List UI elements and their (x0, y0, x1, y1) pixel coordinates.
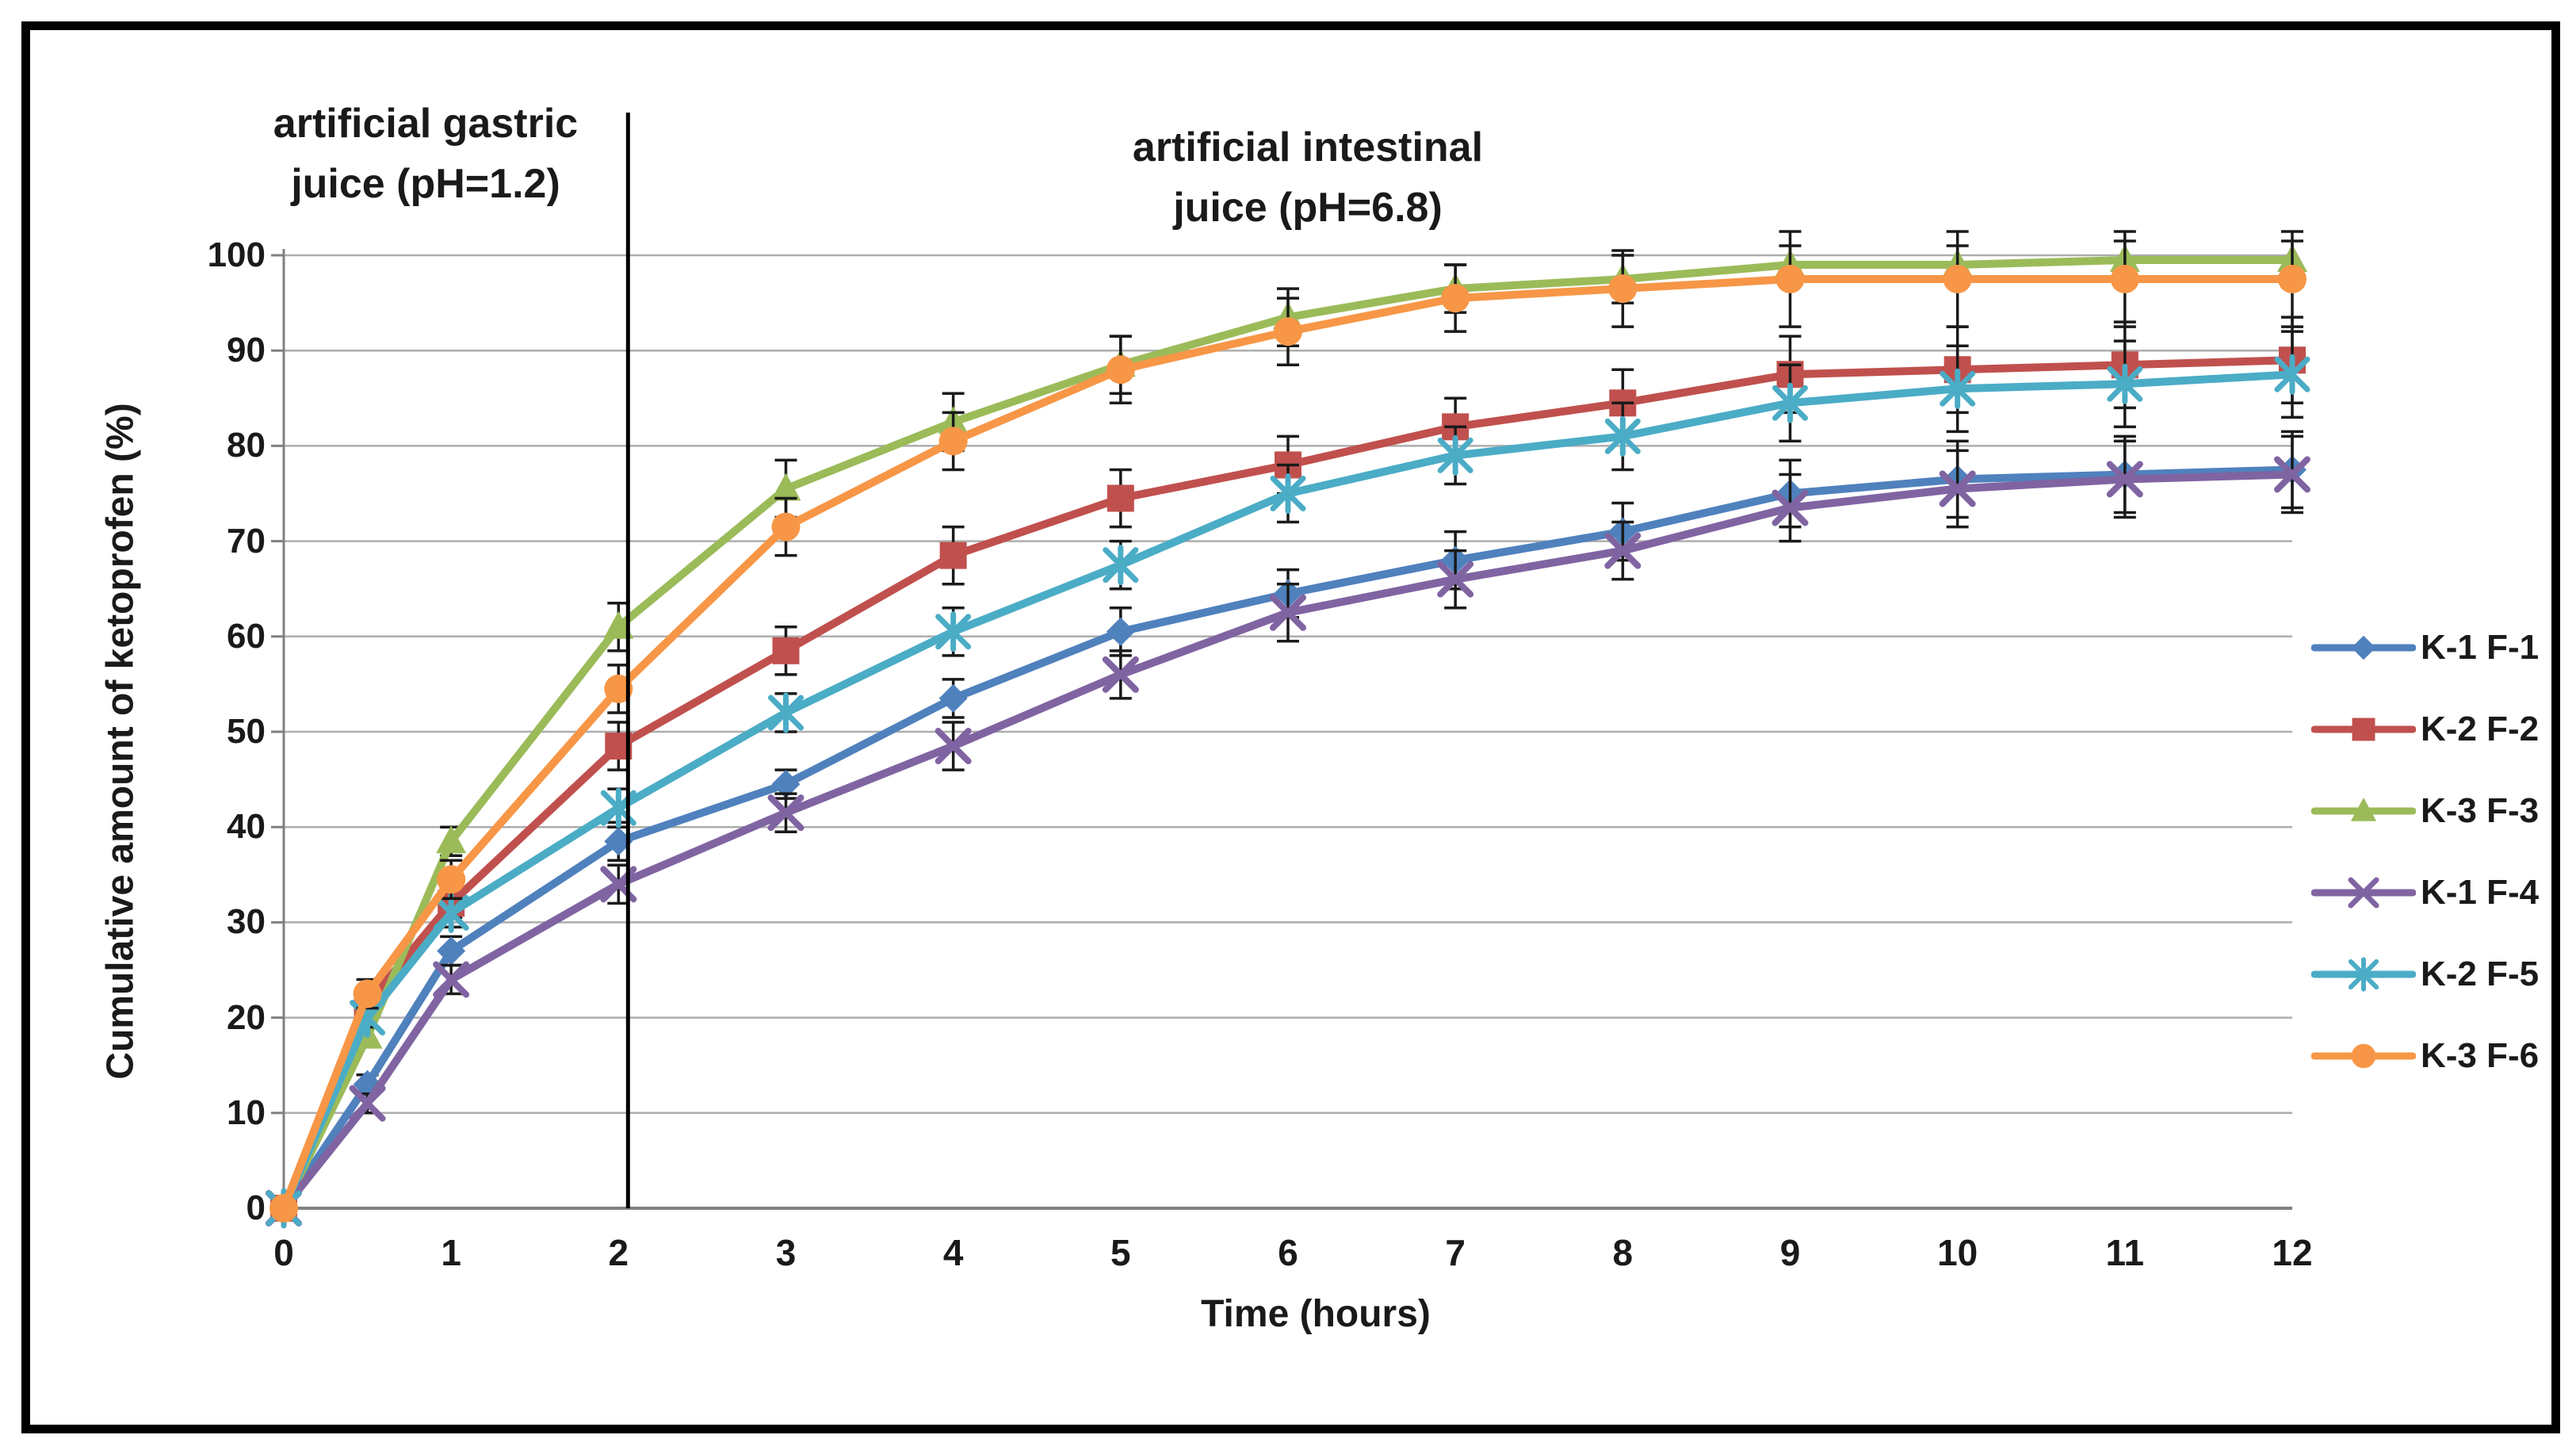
y-tick-label-70: 70 (227, 521, 266, 561)
legend-label: K-1 F-1 (2421, 628, 2540, 667)
y-tick-label-50: 50 (227, 712, 266, 751)
y-tick-label-20: 20 (227, 997, 266, 1037)
series-k-3-f-6 (269, 230, 2307, 1223)
y-tick-label-30: 30 (227, 902, 266, 942)
series-k-2-f-5 (266, 330, 2310, 1229)
legend-marker-x-icon (2311, 877, 2416, 909)
legend-label: K-2 F-5 (2421, 955, 2540, 993)
legend-marker-triangle-icon (2311, 798, 2416, 821)
annotation-gastric-line2: juice (pH=1.2) (291, 161, 560, 207)
series-k-2-f-2 (270, 316, 2306, 1222)
legend-label: K-2 F-2 (2421, 710, 2540, 748)
legend-marker-asterisk-icon (2311, 957, 2416, 992)
x-tick-label-5: 5 (1110, 1232, 1131, 1273)
annotation-intestinal-phase: artificial intestinal juice (pH=6.8) (1062, 117, 1554, 238)
x-tick-label-12: 12 (2272, 1232, 2313, 1273)
annotation-intestinal-line1: artificial intestinal (1132, 124, 1484, 170)
y-tick-label-60: 60 (227, 616, 266, 656)
x-tick-label-10: 10 (1937, 1232, 1978, 1273)
legend-item-k-2-f-5: K-2 F-5 (2311, 949, 2539, 1000)
chart-legend: K-1 F-1 K-2 F-2 K-3 F-3 K-1 F-4 K-2 F-5 K-3 F… (2311, 0, 2573, 1454)
legend-marker-circle-icon (2311, 1043, 2416, 1069)
x-tick-label-6: 6 (1278, 1232, 1298, 1273)
x-tick-label-9: 9 (1779, 1232, 1801, 1273)
x-tick-label-2: 2 (608, 1232, 629, 1273)
y-tick-label-0: 0 (246, 1188, 266, 1227)
annotation-intestinal-line2: juice (pH=6.8) (1173, 185, 1443, 231)
series-k-1-f-4 (266, 434, 2310, 1226)
x-tick-label-7: 7 (1445, 1232, 1466, 1273)
x-tick-label-1: 1 (441, 1232, 461, 1273)
x-tick-label-4: 4 (942, 1232, 964, 1273)
x-tick-label-0: 0 (273, 1232, 294, 1273)
legend-marker-diamond-icon (2311, 635, 2416, 660)
x-tick-label-8: 8 (1612, 1232, 1634, 1273)
y-tick-label-10: 10 (227, 1092, 266, 1132)
x-tick-label-3: 3 (775, 1232, 797, 1273)
legend-item-k-1-f-4: K-1 F-4 (2311, 867, 2539, 918)
legend-marker-square-icon (2311, 717, 2416, 741)
y-tick-label-100: 100 (207, 235, 266, 274)
legend-item-k-2-f-2: K-2 F-2 (2311, 704, 2539, 755)
annotation-gastric-phase: artificial gastric juice (pH=1.2) (188, 94, 663, 214)
x-axis-title: Time (hours) (1201, 1293, 1431, 1335)
legend-item-k-1-f-1: K-1 F-1 (2311, 622, 2539, 673)
annotation-gastric-line1: artificial gastric (273, 101, 579, 147)
legend-label: K-3 F-3 (2421, 791, 2540, 830)
y-tick-label-80: 80 (227, 426, 266, 465)
y-tick-label-40: 40 (227, 807, 266, 847)
axes (271, 249, 2292, 1210)
x-tick-label-11: 11 (2105, 1232, 2145, 1273)
legend-label: K-3 F-6 (2421, 1036, 2540, 1075)
legend-item-k-3-f-3: K-3 F-3 (2311, 786, 2539, 836)
legend-item-k-3-f-6: K-3 F-6 (2311, 1031, 2539, 1081)
legend-label: K-1 F-4 (2421, 873, 2540, 912)
y-tick-label-90: 90 (227, 331, 266, 370)
